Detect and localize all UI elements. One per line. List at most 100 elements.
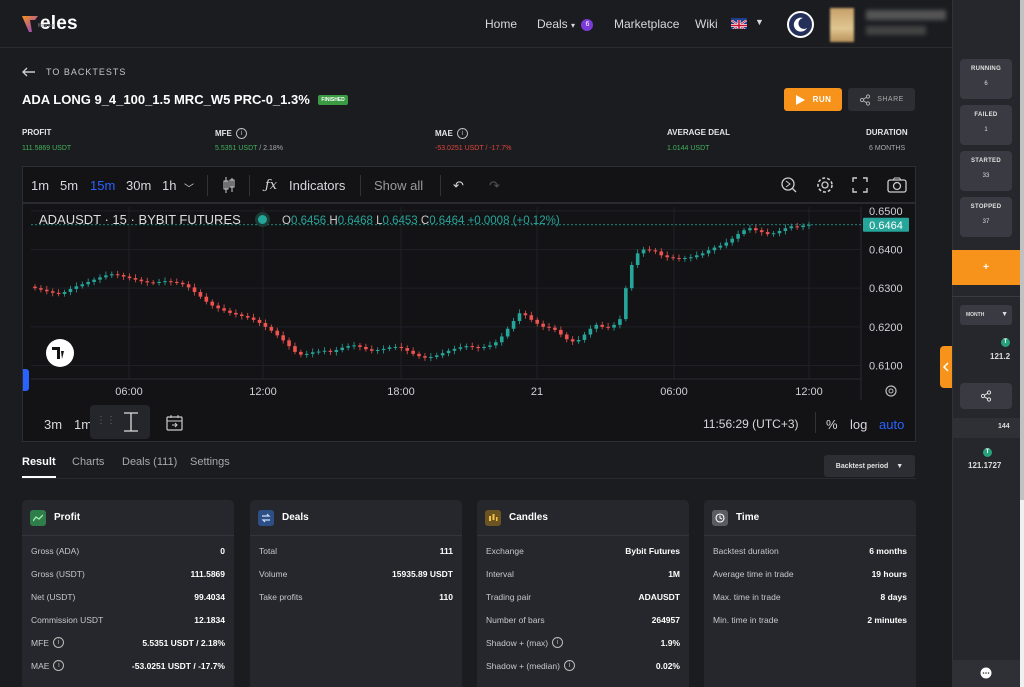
chart-clock: 11:56:29 (UTC+3) [703, 417, 799, 431]
counter-running[interactable]: RUNNING 6 [960, 59, 1012, 99]
interval-1m[interactable]: 1m [31, 178, 50, 193]
candle-body [724, 242, 729, 246]
sidebar-collapse-tab[interactable] [940, 346, 952, 388]
scrollbar-thumb[interactable] [1020, 0, 1024, 500]
backtest-period-select[interactable]: Backtest period ▼ [824, 455, 915, 477]
interval-30m[interactable]: 30m [126, 178, 152, 193]
function-icon[interactable]: ƒx [265, 178, 278, 193]
card-row-label: Net (USDT) [31, 592, 75, 602]
tab-deals[interactable]: Deals (111) [122, 456, 178, 468]
chart-bottom-bar: 3m 1m ⋮⋮ 11:56:29 (UTC+3) % log auto [23, 403, 915, 442]
counter-started[interactable]: STARTED 33 [960, 151, 1012, 191]
replay-icon[interactable] [780, 176, 798, 194]
interval-1h[interactable]: 1h [162, 178, 177, 193]
camera-icon[interactable] [887, 177, 907, 193]
info-icon[interactable]: i [552, 637, 564, 648]
auto-scale-gear-icon[interactable] [885, 385, 897, 397]
goto-date-icon[interactable] [166, 414, 184, 432]
page-title: ADA LONG 9_4_100_1.5 MRC_W5 PRC-0_1.3% F… [22, 92, 348, 107]
candle-body [689, 257, 693, 259]
grid-lines-vertical [128, 207, 810, 379]
run-button[interactable]: RUN [784, 88, 842, 111]
candle-body [635, 253, 640, 265]
stat-profit-label: PROFIT [22, 128, 52, 137]
candle-body [110, 274, 114, 276]
card-row-value: -53.0251 USDT / -17.7% [131, 660, 225, 671]
logo-text: eles [40, 13, 78, 34]
share-button[interactable]: SHARE [848, 88, 915, 111]
info-icon[interactable]: i [52, 637, 64, 648]
info-icon[interactable]: i [456, 128, 468, 139]
candle-body [671, 257, 675, 259]
redo-icon[interactable]: ↷ [489, 178, 500, 193]
back-link[interactable]: TO BACKTESTS [22, 67, 126, 77]
chat-icon[interactable] [980, 667, 992, 679]
interval-15m[interactable]: 15m [90, 178, 116, 193]
counter-failed[interactable]: FAILED 1 [960, 105, 1012, 145]
stat-mae-value: -53.0251 USDT / -17.7% [435, 145, 512, 152]
logo[interactable]: eles [22, 13, 78, 35]
card-row-value: 99.4034 [194, 591, 225, 602]
back-link-label: TO BACKTESTS [46, 67, 127, 77]
price-chart[interactable]: 1m 5m 15m 30m 1h ﹀ ƒx Indicators Show al… [22, 166, 916, 442]
card-row: Max. time in trade 8 days [704, 585, 916, 608]
candle-body [795, 226, 799, 228]
log-toggle[interactable]: log [850, 417, 868, 432]
candle-body [293, 346, 297, 352]
uk-flag-icon[interactable] [731, 18, 747, 29]
info-icon[interactable]: i [53, 660, 65, 671]
percent-toggle[interactable]: % [826, 417, 838, 432]
candle-body [251, 317, 256, 320]
tab-result[interactable]: Result [22, 456, 56, 468]
avatar[interactable] [830, 8, 854, 42]
candle-body [742, 230, 746, 235]
add-button[interactable]: + [952, 250, 1020, 285]
candle-body [304, 353, 309, 355]
nav-marketplace[interactable]: Marketplace [614, 17, 680, 31]
drag-handle-icon[interactable]: ⋮⋮ [96, 415, 116, 426]
fullscreen-icon[interactable] [852, 177, 868, 193]
info-icon[interactable]: i [235, 128, 247, 139]
legend-c-label: C [420, 215, 430, 227]
period-select[interactable]: MONTH ▼ [960, 305, 1012, 325]
time-tick-label: 06:00 [115, 386, 143, 398]
measure-tool-icon[interactable] [120, 411, 142, 433]
gear-icon[interactable] [816, 176, 834, 194]
indicators-button[interactable]: Indicators [289, 178, 346, 193]
card-row: Gross (ADA) 0 [22, 539, 234, 562]
card-row: MAE i -53.0251 USDT / -17.7% [22, 654, 234, 677]
candles-type-icon[interactable] [222, 176, 236, 194]
backtest-name: ADA LONG 9_4_100_1.5 MRC_W5 PRC-0_1.3% [22, 92, 310, 107]
language-chevron-icon[interactable]: ▼ [755, 17, 764, 27]
info-icon[interactable]: i [563, 660, 575, 671]
undo-icon[interactable]: ↶ [453, 178, 464, 193]
range-3m[interactable]: 3m [44, 417, 63, 432]
counter-stopped[interactable]: STOPPED 37 [960, 197, 1012, 237]
play-icon [795, 94, 805, 105]
tab-settings[interactable]: Settings [190, 456, 230, 468]
card-candles: Candles Exchange Bybit Futures Interval 1M T… [477, 500, 689, 687]
interval-chevron-icon[interactable]: ﹀ [184, 184, 194, 195]
auto-toggle[interactable]: auto [879, 417, 905, 432]
candlestick-chart[interactable]: 0.6500 0.6400 0.6300 0.6200 0.6100 06:00 12:0… [31, 207, 911, 400]
moon-icon[interactable] [787, 11, 814, 38]
show-all-button[interactable]: Show all [374, 178, 424, 193]
sidebar-share-button[interactable] [960, 383, 1012, 409]
candles-icon [485, 509, 501, 526]
nav-deals[interactable]: Deals ▾ 6 [537, 17, 594, 31]
candle-body [783, 228, 788, 231]
price-axis-labels: 0.6500 0.6400 0.6300 0.6200 0.6100 [869, 207, 903, 372]
scrollbar[interactable] [1020, 0, 1024, 687]
stat-duration-label: DURATION [866, 128, 908, 137]
nav-home[interactable]: Home [485, 17, 518, 31]
candle-body [216, 305, 220, 309]
legend-status-dot [258, 215, 268, 224]
chart-left-expand-handle[interactable] [23, 369, 29, 391]
interval-5m[interactable]: 5m [60, 178, 79, 193]
range-1m[interactable]: 1m [74, 417, 93, 432]
drawing-toolbar-popup[interactable]: ⋮⋮ [90, 405, 150, 439]
price-tick-label: 0.6500 [869, 207, 903, 218]
candle-body [547, 326, 551, 328]
tab-charts[interactable]: Charts [72, 456, 105, 468]
nav-wiki[interactable]: Wiki [695, 17, 718, 31]
